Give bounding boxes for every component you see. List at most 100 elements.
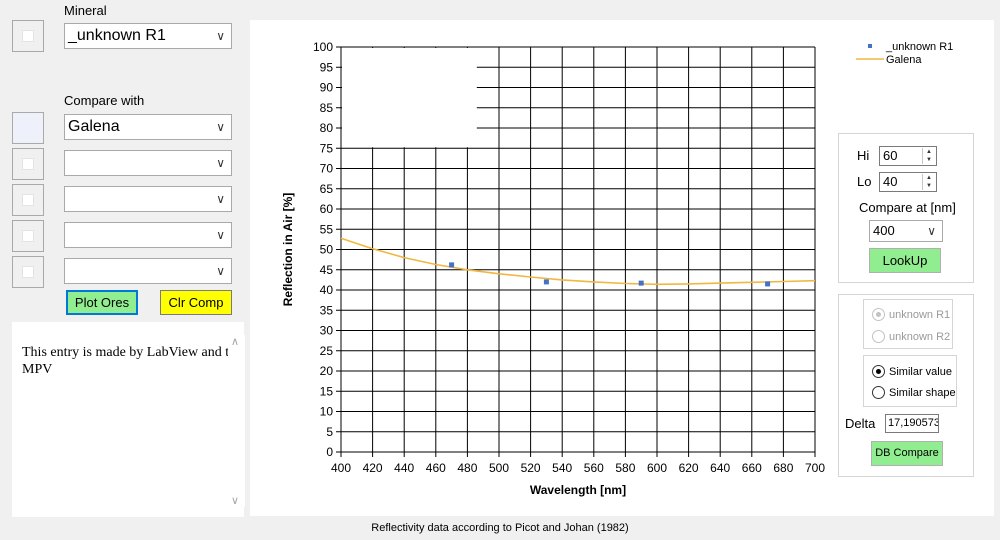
compare-select-3[interactable]: ∨ [64, 186, 232, 212]
source-radio-group: unknown R1 unknown R2 [863, 299, 953, 349]
x-tick-label: 460 [426, 461, 446, 475]
compare-at-select[interactable]: 400 ∨ [869, 220, 943, 242]
radio-unknown-r1[interactable]: unknown R1 [872, 308, 950, 322]
chevron-down-icon: ∨ [216, 228, 225, 242]
y-tick-label: 55 [320, 222, 334, 236]
scroll-up-icon[interactable]: ∧ [231, 336, 240, 348]
lo-input[interactable]: 40 ▲ ▼ [879, 172, 937, 192]
clr-comp-button[interactable]: Clr Comp [160, 290, 232, 315]
x-tick-label: 660 [742, 461, 762, 475]
info-textbox[interactable]: This entry is made by LabView and the MP… [12, 322, 244, 517]
compare-group: unknown R1 unknown R2 Similar value Simi… [838, 294, 974, 477]
info-scrollbar[interactable]: ∧ ∨ [228, 335, 245, 507]
y-tick-label: 40 [320, 283, 334, 297]
spin-down-icon[interactable]: ▼ [926, 183, 932, 189]
x-tick-label: 440 [394, 461, 414, 475]
radio-similar-shape-label: Similar shape [889, 387, 956, 399]
y-tick-label: 25 [320, 344, 334, 358]
compare-color-swatch-3[interactable] [12, 184, 44, 216]
y-tick-label: 5 [326, 425, 333, 439]
x-tick-label: 480 [457, 461, 477, 475]
spin-up-icon[interactable]: ▲ [926, 175, 932, 181]
y-tick-label: 80 [320, 121, 334, 135]
lo-label: Lo [857, 174, 872, 189]
legend-marker [868, 44, 872, 48]
spin-down-icon[interactable]: ▼ [926, 157, 932, 163]
y-tick-label: 90 [320, 81, 334, 95]
y-tick-label: 70 [320, 162, 334, 176]
radio-similar-value-label: Similar value [889, 366, 952, 378]
compare-select-1[interactable]: Galena ∨ [64, 114, 232, 140]
hi-spin-buttons[interactable]: ▲ ▼ [922, 148, 935, 164]
plot-blank-area [342, 48, 477, 148]
radio-unknown-r2[interactable]: unknown R2 [872, 330, 950, 344]
chevron-down-icon: ∨ [216, 264, 225, 278]
legend-label: Galena [886, 54, 922, 66]
legend-label: _unknown R1 [885, 41, 953, 53]
y-tick-label: 0 [326, 445, 333, 459]
spin-up-icon[interactable]: ▲ [926, 149, 932, 155]
compare-color-swatch-4[interactable] [12, 220, 44, 252]
y-axis-title: Reflection in Air [%] [281, 193, 295, 307]
radio-unknown-r1-label: unknown R1 [889, 309, 951, 321]
lo-value: 40 [883, 174, 898, 189]
mineral-label: Mineral [64, 3, 107, 18]
compare-select-2[interactable]: ∨ [64, 150, 232, 176]
x-tick-label: 400 [331, 461, 351, 475]
lookup-group: Hi 60 ▲ ▼ Lo 40 ▲ ▼ Compare at [nm] 400 ∨ … [838, 133, 974, 283]
x-tick-label: 520 [521, 461, 541, 475]
compare-color-swatch-5[interactable] [12, 256, 44, 288]
chevron-down-icon: ∨ [927, 224, 936, 238]
x-tick-label: 640 [710, 461, 730, 475]
y-tick-label: 45 [320, 263, 334, 277]
hi-input[interactable]: 60 ▲ ▼ [879, 146, 937, 166]
info-text: This entry is made by LabView and the MP… [22, 345, 243, 377]
x-axis-title: Wavelength [nm] [530, 483, 626, 497]
compare-select-1-value: Galena [68, 118, 120, 135]
x-tick-label: 420 [363, 461, 383, 475]
hi-value: 60 [883, 148, 898, 163]
y-tick-label: 30 [320, 324, 334, 338]
chevron-down-icon: ∨ [216, 120, 225, 134]
db-compare-button[interactable]: DB Compare [871, 441, 943, 466]
lookup-button[interactable]: LookUp [869, 248, 941, 273]
x-tick-label: 700 [805, 461, 825, 475]
compare-at-label: Compare at [nm] [859, 200, 956, 215]
mineral-select[interactable]: _unknown R1 ∨ [64, 23, 232, 49]
compare-select-4[interactable]: ∨ [64, 222, 232, 248]
x-tick-label: 600 [647, 461, 667, 475]
series-line-galena [340, 237, 816, 286]
delta-label: Delta [845, 416, 876, 431]
lo-spin-buttons[interactable]: ▲ ▼ [922, 174, 935, 190]
compare-with-label: Compare with [64, 93, 145, 108]
x-tick-label: 560 [584, 461, 604, 475]
y-tick-label: 75 [320, 141, 334, 155]
data-point [543, 279, 549, 285]
y-tick-label: 65 [320, 182, 334, 196]
y-tick-label: 10 [320, 405, 334, 419]
compare-at-value: 400 [873, 223, 895, 238]
chevron-down-icon: ∨ [216, 29, 225, 43]
radio-similar-shape[interactable]: Similar shape [872, 386, 956, 400]
compare-color-swatch-2[interactable] [12, 148, 44, 180]
x-tick-label: 500 [489, 461, 509, 475]
x-tick-label: 680 [773, 461, 793, 475]
data-point [449, 262, 455, 268]
delta-input[interactable]: 17,190573 [885, 414, 939, 433]
x-tick-label: 580 [615, 461, 635, 475]
compare-color-swatch-1[interactable] [12, 112, 44, 144]
scroll-down-icon[interactable]: ∨ [231, 495, 240, 507]
plot-ores-button[interactable]: Plot Ores [66, 290, 138, 315]
x-tick-label: 540 [552, 461, 572, 475]
mineral-color-swatch[interactable] [12, 20, 44, 52]
x-tick-label: 620 [679, 461, 699, 475]
compare-select-5[interactable]: ∨ [64, 258, 232, 284]
mineral-select-value: _unknown R1 [68, 27, 166, 44]
source-caption: Reflectivity data according to Picot and… [371, 522, 629, 534]
data-point [765, 281, 771, 287]
delta-value: 17,190573 [888, 417, 939, 429]
radio-similar-value[interactable]: Similar value [872, 365, 952, 379]
chart-svg: 400 420 440 460 480 500 520 540 560 580 600 620 640 6… [281, 40, 953, 497]
y-tick-label: 60 [320, 202, 334, 216]
data-point [638, 280, 644, 286]
